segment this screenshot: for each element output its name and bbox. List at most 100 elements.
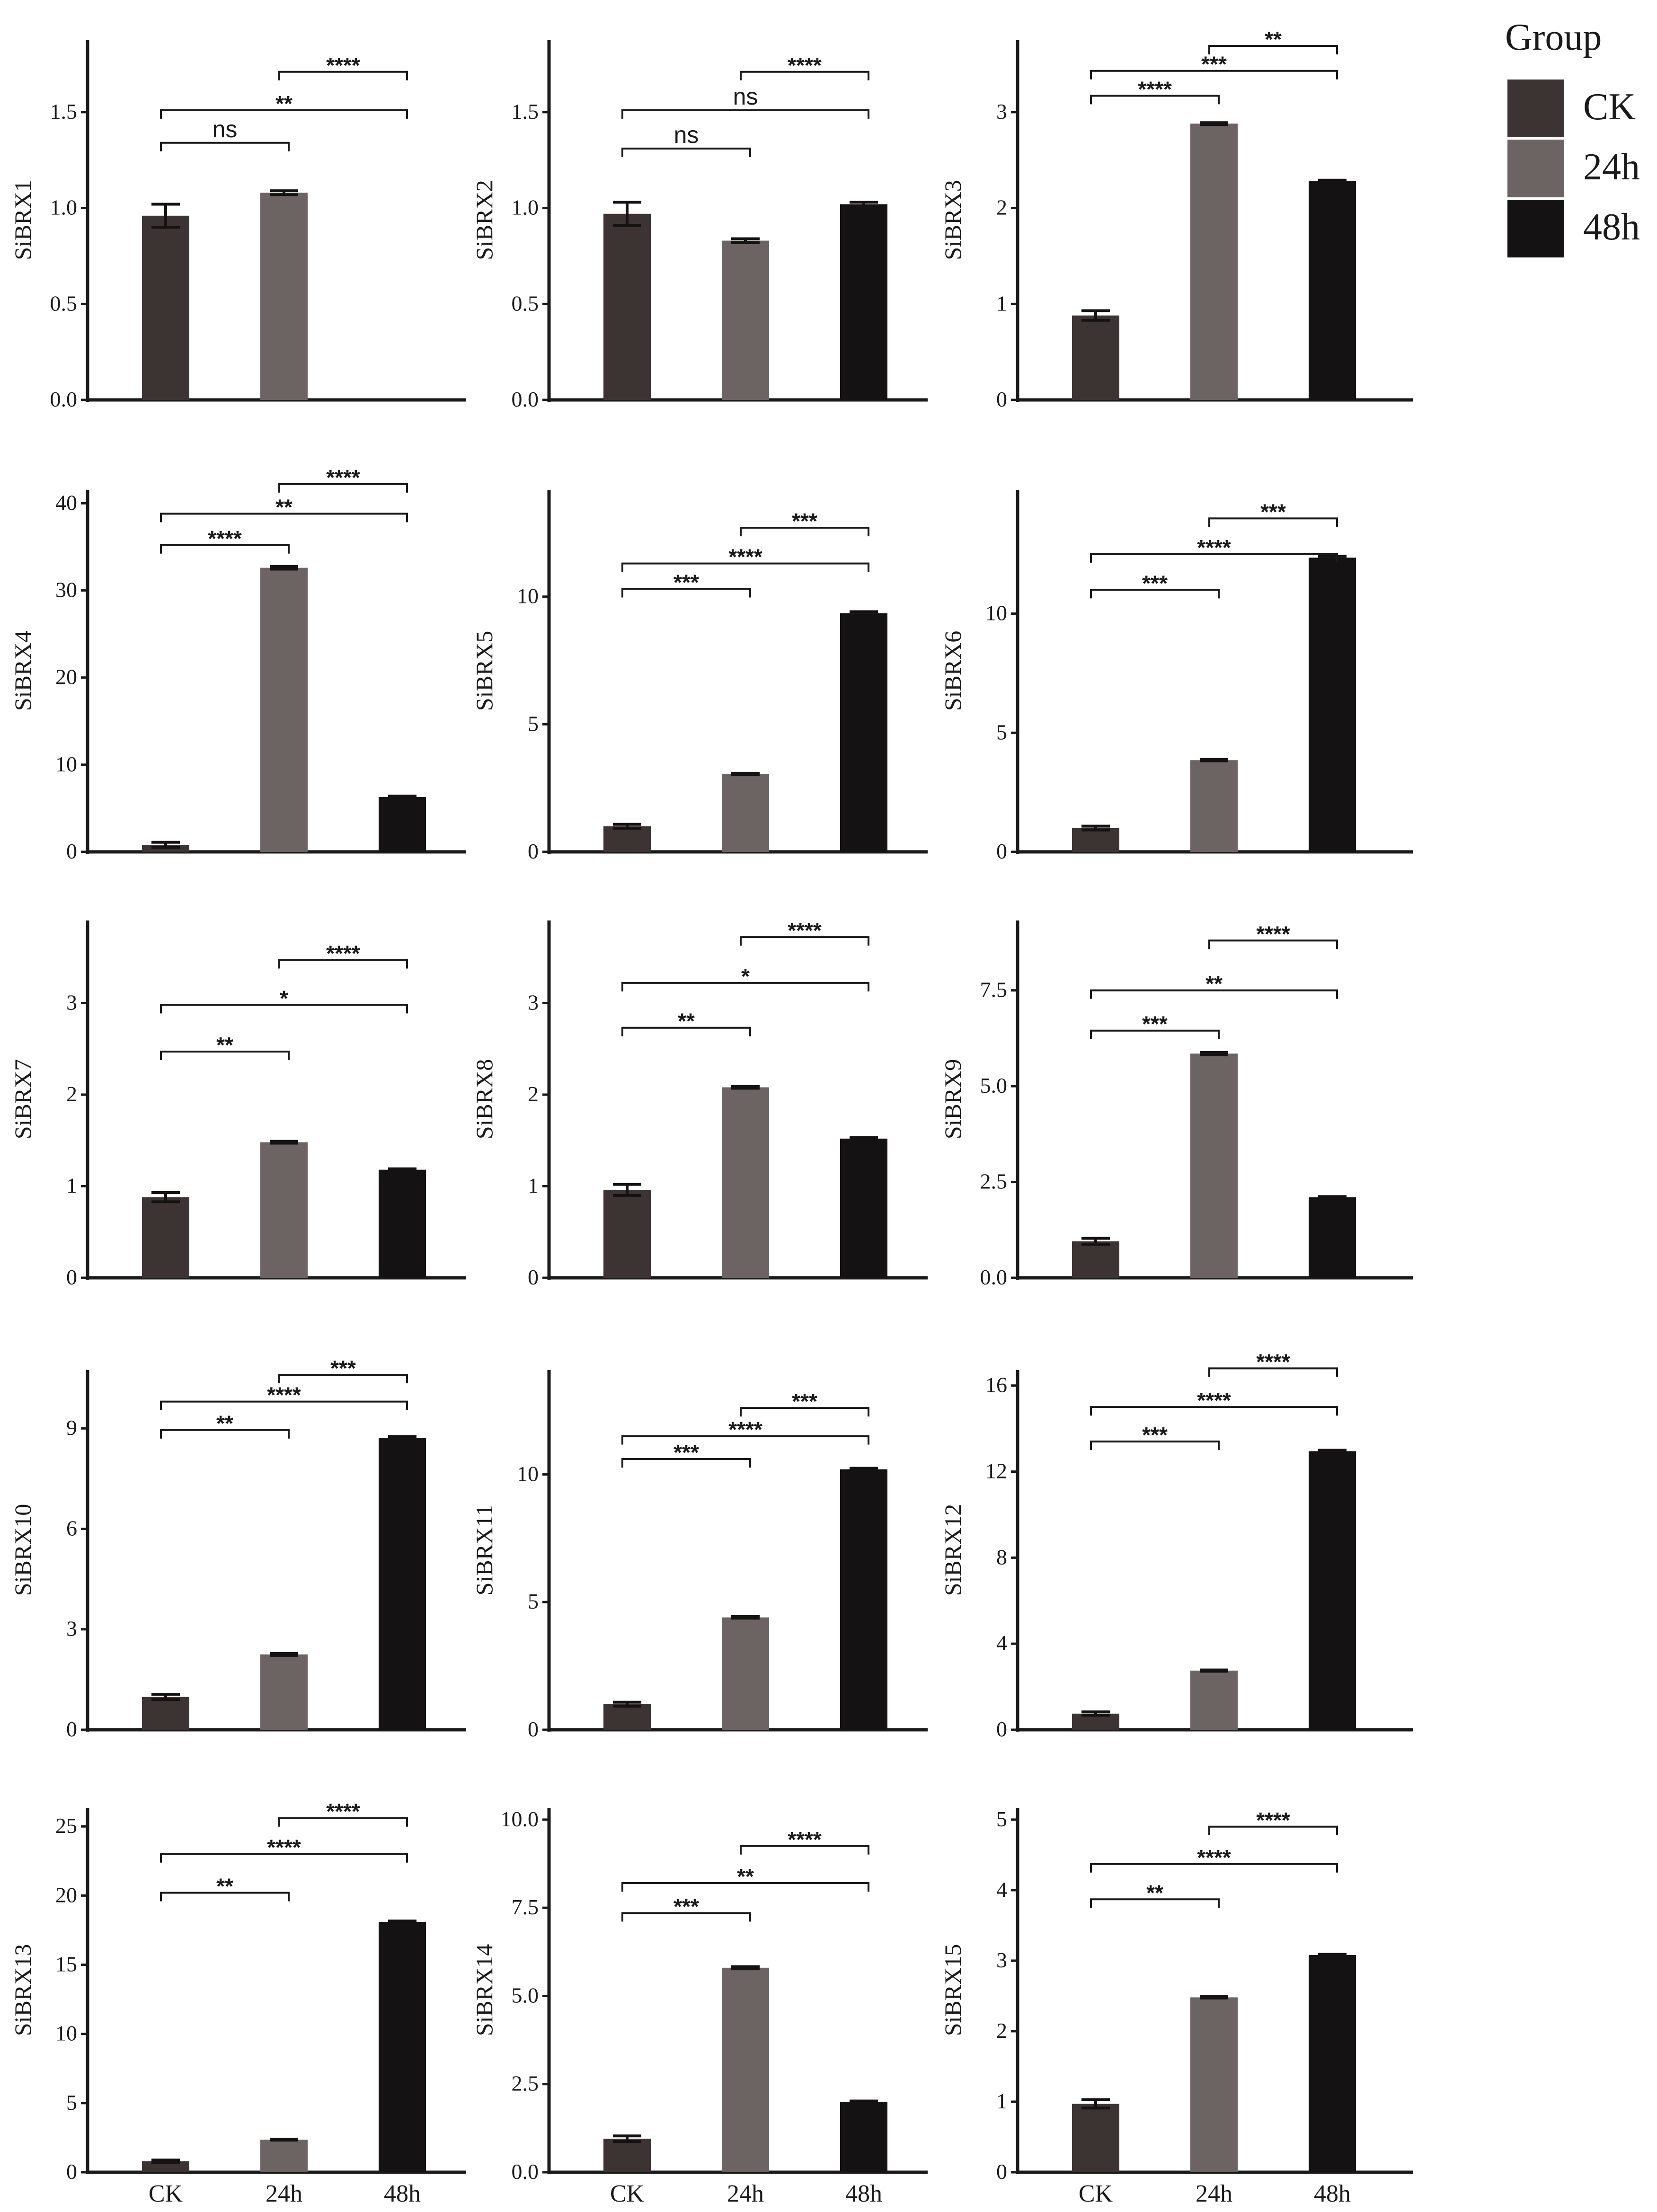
x-tick-label: CK: [149, 2180, 183, 2207]
y-tick-label: 0: [528, 1265, 539, 1289]
significance-bracket: **: [621, 1009, 751, 1036]
significance-label: **: [275, 91, 292, 116]
bracket-line: [160, 1400, 408, 1410]
significance-bracket: ns: [621, 122, 751, 157]
bracket-line: [740, 527, 869, 537]
y-axis-title: SiBRX2: [471, 180, 497, 260]
bracket-line: [621, 109, 869, 119]
legend-swatch-24h: [1507, 140, 1564, 197]
significance-bracket: ***: [621, 1894, 751, 1922]
y-tick-label: 0.0: [980, 1265, 1008, 1289]
significance-label: **: [275, 495, 292, 520]
bracket-line: [160, 1051, 290, 1061]
y-tick-label: 4: [996, 1877, 1007, 1902]
y-tick-label: 0.5: [512, 291, 539, 315]
significance-bracket: **: [160, 1411, 290, 1439]
bar-24h: [1190, 760, 1238, 852]
significance-bracket: ****: [1090, 1845, 1338, 1873]
significance-label: ****: [1256, 921, 1290, 946]
y-axis-title: SiBRX7: [9, 1059, 36, 1140]
significance-bracket: ****: [740, 53, 869, 80]
y-tick-label: 0: [66, 1265, 77, 1289]
bracket-line: [1090, 589, 1220, 599]
y-axis-title: SiBRX9: [939, 1059, 966, 1140]
bar-48h: [1309, 1451, 1356, 1730]
legend: Group CK 24h 48h: [1505, 17, 1640, 257]
significance-label: ****: [1197, 1388, 1231, 1413]
x-tick-label: 48h: [845, 2180, 882, 2207]
y-tick-label: 4: [996, 1631, 1007, 1655]
bar-48h: [840, 204, 887, 400]
bar-48h: [1309, 1955, 1356, 2172]
bar-24h: [260, 193, 308, 400]
significance-label: ns: [733, 83, 758, 110]
y-tick-label: 2.5: [512, 2071, 539, 2096]
bracket-line: [1090, 95, 1220, 105]
y-tick-label: 10: [55, 2021, 77, 2045]
chart-panel-2: 0.0 0.5 1.0 1.5 SiBRX2 ns ns ****: [471, 40, 928, 411]
legend-label-48h: 48h: [1583, 206, 1640, 248]
bracket-line: [1090, 1863, 1338, 1873]
significance-label: ****: [326, 465, 360, 490]
y-tick-label: 5: [996, 720, 1007, 744]
x-tick-label: 48h: [1314, 2180, 1351, 2207]
bracket-line: [740, 1845, 869, 1855]
significance-label: ***: [1142, 1012, 1168, 1036]
bracket-line: [621, 1026, 751, 1036]
bracket-line: [621, 1458, 751, 1468]
bracket-line: [160, 109, 408, 119]
bar-ck: [603, 826, 651, 852]
y-tick-label: 2: [528, 1082, 539, 1106]
legend-swatch-48h: [1507, 200, 1564, 257]
bar-24h: [260, 1654, 308, 1730]
bar-24h: [260, 2140, 308, 2172]
significance-label: ****: [1197, 1845, 1231, 1870]
significance-bracket: ****: [1090, 1388, 1338, 1416]
significance-label: *: [280, 986, 288, 1010]
significance-label: **: [678, 1009, 695, 1034]
significance-label: ns: [674, 122, 699, 148]
bracket-line: [1090, 70, 1338, 80]
y-tick-label: 40: [55, 490, 77, 514]
y-axis-title: SiBRX8: [471, 1059, 497, 1140]
significance-bracket: ****: [278, 53, 408, 80]
significance-label: ****: [326, 1799, 360, 1824]
y-tick-label: 0: [66, 839, 77, 863]
significance-label: ***: [792, 509, 817, 533]
significance-bracket: ***: [1208, 499, 1338, 527]
significance-bracket: ****: [160, 1383, 408, 1410]
y-tick-label: 0: [528, 839, 539, 863]
y-tick-label: 12: [985, 1459, 1007, 1483]
y-tick-label: 10: [55, 752, 77, 776]
y-tick-label: 3: [996, 1948, 1007, 1972]
significance-bracket: ****: [1208, 1349, 1338, 1377]
significance-bracket: **: [160, 91, 408, 119]
y-tick-label: 1.5: [512, 99, 539, 124]
significance-label: ***: [1142, 1423, 1168, 1447]
bar-ck: [603, 2139, 651, 2172]
bar-24h: [1190, 1053, 1238, 1278]
significance-bracket: ***: [621, 570, 751, 598]
panels: 0.00.51.01.5SiBRX1ns******0.00.51.01.5Si…: [9, 27, 1413, 2207]
bar-48h: [1309, 1197, 1356, 1278]
bar-48h: [379, 796, 426, 852]
y-axis-title: SiBRX14: [471, 1944, 497, 2036]
significance-label: ****: [788, 1827, 822, 1852]
significance-label: ****: [1256, 1808, 1290, 1832]
bracket-line: [1208, 939, 1338, 949]
significance-bracket: *: [160, 986, 408, 1014]
bar-ck: [1072, 2104, 1119, 2172]
bar-48h: [840, 613, 887, 852]
y-axis-title: SiBRX5: [471, 631, 497, 711]
bracket-line: [1090, 1440, 1220, 1450]
y-tick-label: 3: [528, 990, 539, 1014]
bar-24h: [722, 240, 769, 400]
y-tick-label: 2: [66, 1082, 77, 1106]
significance-bracket: ****: [278, 1799, 408, 1827]
